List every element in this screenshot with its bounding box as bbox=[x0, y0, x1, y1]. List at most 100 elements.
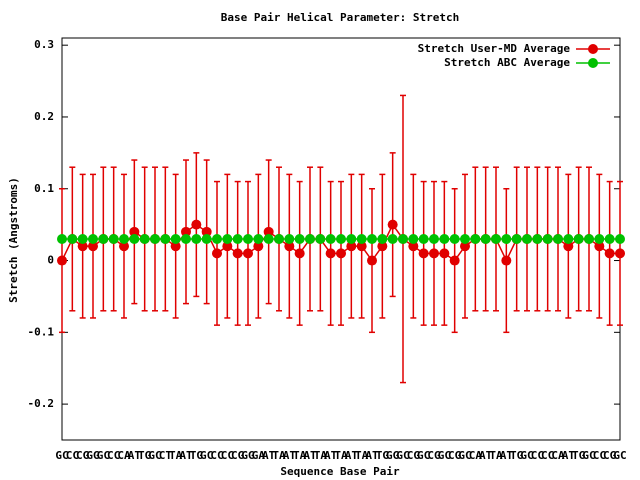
x-tick-label: TG bbox=[138, 449, 152, 462]
point bbox=[191, 219, 202, 230]
x-tick-label: CC bbox=[210, 449, 223, 462]
x-tick-label: GC bbox=[200, 449, 213, 462]
point bbox=[563, 241, 574, 252]
x-axis-label: Sequence Base Pair bbox=[280, 465, 400, 478]
point bbox=[170, 234, 181, 244]
point bbox=[491, 234, 501, 244]
point bbox=[522, 234, 532, 244]
point bbox=[201, 226, 212, 237]
point bbox=[542, 234, 553, 244]
x-tick-label: CC bbox=[531, 449, 544, 462]
point bbox=[253, 234, 264, 244]
point bbox=[460, 234, 470, 244]
point bbox=[222, 241, 233, 252]
point bbox=[367, 255, 377, 266]
point bbox=[439, 234, 450, 244]
y-tick-label: 0.1 bbox=[34, 182, 54, 195]
x-tick-label: AT bbox=[500, 449, 514, 462]
point bbox=[336, 234, 346, 244]
x-tick-label: CC bbox=[107, 449, 120, 462]
point bbox=[129, 226, 140, 237]
y-tick-label: -0.2 bbox=[28, 397, 55, 410]
point bbox=[460, 241, 470, 252]
point bbox=[387, 234, 398, 244]
x-tick-label: TA bbox=[293, 449, 307, 462]
point bbox=[181, 226, 191, 237]
point bbox=[387, 219, 398, 230]
x-tick-label: CT bbox=[159, 449, 173, 462]
point bbox=[67, 234, 78, 244]
x-tick-label: TG bbox=[572, 449, 586, 462]
point bbox=[532, 234, 543, 244]
legend-label: Stretch ABC Average bbox=[444, 56, 570, 69]
x-tick-label: GG bbox=[86, 449, 100, 462]
x-tick-label: GC bbox=[613, 449, 626, 462]
legend-label: Stretch User-MD Average bbox=[418, 42, 571, 55]
point bbox=[480, 234, 491, 244]
point bbox=[212, 248, 222, 259]
point bbox=[449, 234, 460, 244]
point bbox=[274, 234, 284, 244]
point bbox=[346, 241, 357, 252]
x-tick-label: GC bbox=[438, 449, 451, 462]
point bbox=[563, 234, 574, 244]
x-tick-label: GC bbox=[97, 449, 110, 462]
x-tick-label: CC bbox=[541, 449, 554, 462]
point bbox=[429, 248, 439, 259]
x-tick-label: AT bbox=[479, 449, 493, 462]
legend-marker bbox=[588, 58, 598, 68]
x-tick-label: GC bbox=[582, 449, 595, 462]
point bbox=[222, 234, 233, 244]
point bbox=[346, 234, 357, 244]
y-tick-label: 0.3 bbox=[34, 38, 54, 51]
chart-title: Base Pair Helical Parameter: Stretch bbox=[221, 11, 459, 24]
legend-marker bbox=[588, 44, 598, 54]
point bbox=[243, 234, 253, 244]
point bbox=[501, 255, 512, 266]
x-tick-label: CG bbox=[448, 449, 462, 462]
y-axis-label: Stretch (Angstroms) bbox=[7, 177, 20, 303]
point bbox=[604, 234, 615, 244]
y-tick-label: -0.1 bbox=[28, 325, 55, 338]
x-tick-label: GG bbox=[386, 449, 400, 462]
point bbox=[77, 234, 88, 244]
x-tick-label: AT bbox=[283, 449, 297, 462]
point bbox=[398, 234, 408, 244]
point bbox=[305, 234, 315, 244]
x-tick-label: CA bbox=[469, 449, 483, 462]
point bbox=[284, 241, 295, 252]
x-tick-label: CG bbox=[76, 449, 90, 462]
x-tick-label: TA bbox=[489, 449, 503, 462]
x-tick-label: CG bbox=[231, 449, 245, 462]
point bbox=[594, 241, 605, 252]
point bbox=[139, 234, 150, 244]
x-tick-label: CA bbox=[551, 449, 565, 462]
point bbox=[294, 234, 305, 244]
point bbox=[325, 234, 336, 244]
x-tick-label: AT bbox=[179, 449, 193, 462]
x-tick-label: CC bbox=[66, 449, 79, 462]
x-tick-label: CG bbox=[427, 449, 441, 462]
x-tick-label: TG bbox=[510, 449, 524, 462]
x-tick-label: AT bbox=[303, 449, 317, 462]
point bbox=[170, 241, 181, 252]
point bbox=[88, 241, 98, 252]
point bbox=[212, 234, 222, 244]
x-tick-label: GG bbox=[241, 449, 255, 462]
x-tick-label: TA bbox=[334, 449, 348, 462]
point bbox=[584, 234, 594, 244]
point bbox=[615, 234, 625, 244]
point bbox=[243, 248, 253, 259]
x-tick-label: TG bbox=[376, 449, 390, 462]
x-tick-label: CA bbox=[117, 449, 131, 462]
point bbox=[615, 248, 625, 259]
point bbox=[98, 234, 109, 244]
point bbox=[367, 234, 377, 244]
point bbox=[129, 234, 140, 244]
point bbox=[253, 241, 264, 252]
point bbox=[429, 234, 439, 244]
x-tick-label: CC bbox=[593, 449, 606, 462]
point bbox=[325, 248, 336, 259]
x-tick-label: CC bbox=[221, 449, 234, 462]
